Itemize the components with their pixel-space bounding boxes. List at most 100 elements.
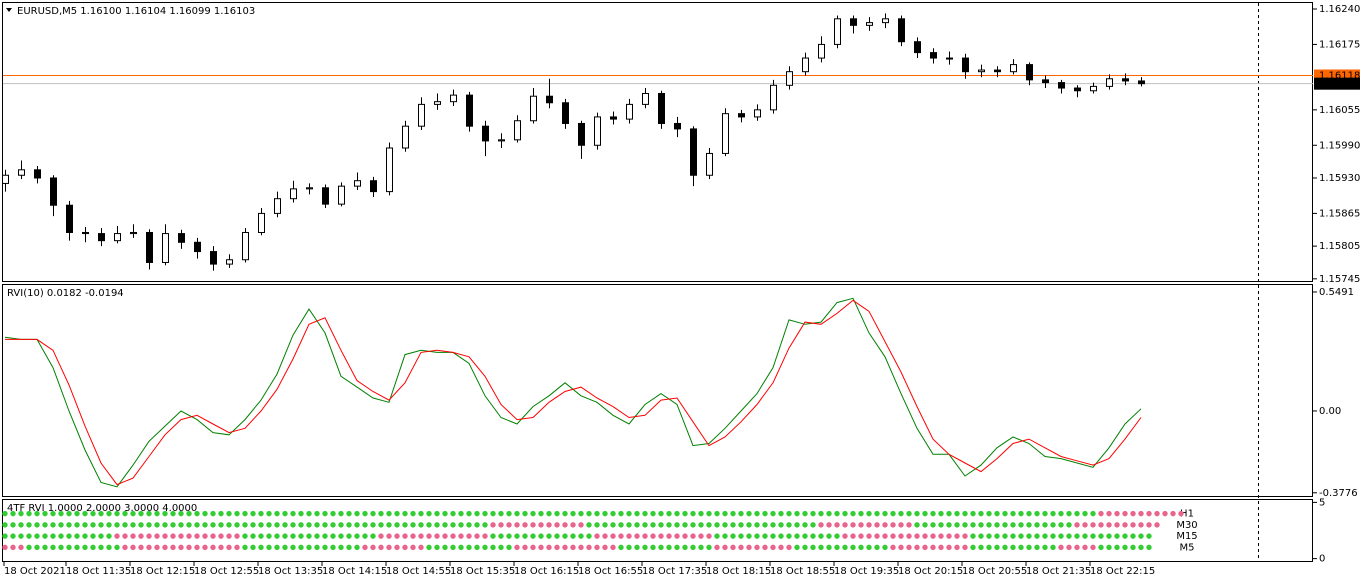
state-dot bbox=[1130, 533, 1136, 539]
state-dot bbox=[850, 510, 856, 517]
state-dot bbox=[146, 522, 152, 528]
state-dot bbox=[1178, 510, 1184, 517]
candle-body bbox=[994, 69, 1001, 73]
state-dot bbox=[434, 544, 440, 551]
candle-body bbox=[18, 169, 25, 176]
state-dot bbox=[754, 533, 760, 539]
state-dot bbox=[210, 510, 216, 517]
state-dot bbox=[874, 510, 880, 517]
state-dot bbox=[10, 544, 16, 551]
state-dot bbox=[674, 522, 680, 528]
state-dot bbox=[770, 544, 776, 551]
state-dot bbox=[42, 544, 48, 551]
state-dot bbox=[970, 533, 976, 539]
state-dot bbox=[1138, 544, 1144, 551]
candle-body bbox=[706, 152, 713, 176]
state-dot bbox=[586, 533, 592, 539]
state-dot bbox=[650, 533, 656, 539]
state-dot bbox=[946, 522, 952, 528]
state-dot bbox=[1042, 544, 1048, 551]
state-dot bbox=[794, 533, 800, 539]
state-dot bbox=[74, 522, 80, 528]
state-dot bbox=[1058, 533, 1064, 539]
state-dot bbox=[730, 522, 736, 528]
state-dot bbox=[786, 522, 792, 528]
state-dot bbox=[898, 544, 904, 551]
state-dot bbox=[1090, 510, 1096, 517]
state-dot bbox=[1010, 544, 1016, 551]
candle-body bbox=[562, 102, 569, 124]
state-dot bbox=[722, 522, 728, 528]
state-dot bbox=[794, 522, 800, 528]
state-dot bbox=[242, 533, 248, 539]
state-dot bbox=[378, 510, 384, 517]
state-dot bbox=[378, 533, 384, 539]
state-dot bbox=[1106, 544, 1112, 551]
state-dot bbox=[282, 544, 288, 551]
state-dot bbox=[10, 522, 16, 528]
candle-body bbox=[242, 231, 249, 261]
state-dot bbox=[642, 533, 648, 539]
state-dot bbox=[954, 533, 960, 539]
state-dot bbox=[1122, 522, 1128, 528]
state-dot bbox=[330, 544, 336, 551]
state-dot bbox=[114, 533, 120, 539]
x-tick-label: 18 Oct 15:35 bbox=[450, 566, 515, 577]
state-dot bbox=[1090, 522, 1096, 528]
state-dot bbox=[562, 510, 568, 517]
state-dot bbox=[1010, 522, 1016, 528]
state-dot bbox=[978, 510, 984, 517]
state-dot bbox=[410, 544, 416, 551]
state-dot bbox=[426, 522, 432, 528]
state-dot bbox=[138, 533, 144, 539]
state-dot bbox=[170, 533, 176, 539]
state-dot bbox=[58, 510, 64, 517]
state-dot bbox=[330, 522, 336, 528]
state-dot bbox=[930, 533, 936, 539]
state-dot bbox=[362, 510, 368, 517]
state-dot bbox=[762, 522, 768, 528]
state-dot bbox=[1058, 510, 1064, 517]
y-tick-label: 0 bbox=[1319, 554, 1325, 565]
state-dot bbox=[754, 522, 760, 528]
state-dot bbox=[874, 533, 880, 539]
state-dot bbox=[1082, 510, 1088, 517]
state-dot bbox=[762, 510, 768, 517]
menu-triangle[interactable] bbox=[6, 8, 12, 12]
state-dot bbox=[1090, 533, 1096, 539]
state-dot bbox=[34, 522, 40, 528]
candle-body bbox=[466, 94, 473, 127]
state-dot bbox=[778, 544, 784, 551]
state-dot bbox=[282, 533, 288, 539]
state-dot bbox=[626, 522, 632, 528]
state-dot bbox=[1018, 510, 1024, 517]
state-dot bbox=[1066, 522, 1072, 528]
state-dot bbox=[1082, 533, 1088, 539]
state-dot bbox=[946, 510, 952, 517]
state-dot bbox=[914, 544, 920, 551]
state-dot bbox=[162, 522, 168, 528]
state-dot bbox=[570, 544, 576, 551]
state-dot bbox=[26, 544, 32, 551]
candle-body bbox=[226, 259, 233, 265]
candle-body bbox=[82, 231, 89, 235]
candle-body bbox=[1090, 85, 1097, 92]
state-dot bbox=[1170, 510, 1176, 517]
state-dot bbox=[538, 533, 544, 539]
state-dot bbox=[114, 522, 120, 528]
state-dot bbox=[370, 533, 376, 539]
state-dot bbox=[498, 522, 504, 528]
state-dot bbox=[458, 544, 464, 551]
state-dot bbox=[474, 510, 480, 517]
state-dot bbox=[618, 510, 624, 517]
state-dot bbox=[522, 522, 528, 528]
x-tick-label: 18 Oct 2021 bbox=[4, 566, 66, 577]
state-dot bbox=[170, 522, 176, 528]
state-dot bbox=[1050, 533, 1056, 539]
state-dot bbox=[1002, 533, 1008, 539]
state-dot bbox=[98, 522, 104, 528]
candle-body bbox=[258, 212, 265, 233]
state-dot bbox=[826, 544, 832, 551]
state-dot bbox=[650, 510, 656, 517]
state-dot bbox=[578, 544, 584, 551]
